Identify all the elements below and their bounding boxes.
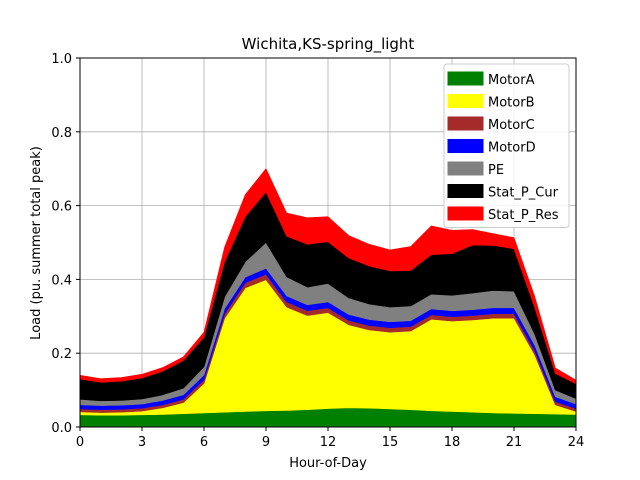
x-tick-label: 3 [138, 435, 146, 450]
legend-swatch [447, 161, 484, 176]
legend: MotorA MotorB MotorC MotorD PE Stat_P_Cur Stat… [443, 63, 570, 228]
y-tick-label: 0.4 [51, 273, 72, 288]
legend-label: Stat_P_Cur [488, 186, 559, 201]
x-axis-label: Hour-of-Day [289, 456, 367, 471]
legend-label: MotorD [488, 141, 536, 156]
x-tick-label: 18 [444, 435, 461, 450]
y-tick-label: 1.0 [51, 52, 72, 67]
y-tick-label: 0.8 [51, 126, 72, 141]
chart-title: Wichita,KS-spring_light [242, 35, 415, 54]
legend-label: MotorA [488, 73, 535, 88]
legend-label: MotorC [488, 118, 535, 133]
legend-swatch [447, 71, 484, 86]
plot-area: 0 3 6 9 12 15 18 21 24 0.0 0.2 0.4 0.6 0.8 1.0 [51, 52, 584, 450]
x-tick-label: 24 [568, 435, 585, 450]
legend-swatch [447, 206, 484, 221]
x-tick-label: 15 [382, 435, 399, 450]
x-tick-label: 9 [262, 435, 270, 450]
legend-label: PE [488, 163, 504, 178]
legend-swatch [447, 94, 484, 108]
x-tick-label: 21 [506, 435, 523, 450]
legend-label: Stat_P_Res [488, 208, 559, 223]
x-tick-label: 0 [76, 435, 84, 450]
legend-label: MotorB [488, 96, 534, 111]
y-tick-label: 0.0 [51, 421, 72, 436]
x-tick-label: 12 [320, 435, 337, 450]
x-tick-label: 6 [200, 435, 208, 450]
legend-swatch [447, 116, 484, 131]
legend-swatch [447, 139, 484, 153]
y-tick-label: 0.6 [51, 200, 72, 215]
legend-swatch [447, 184, 484, 198]
y-tick-label: 0.2 [51, 347, 72, 362]
y-axis-label: Load (pu. summer total peak) [29, 146, 44, 340]
